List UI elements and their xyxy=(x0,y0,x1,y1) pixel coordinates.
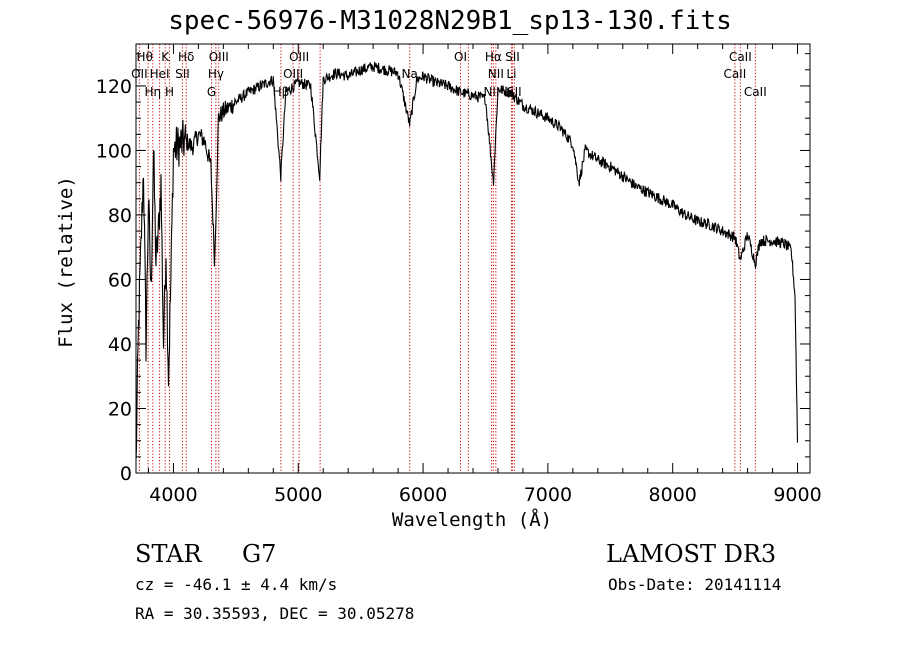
line-label: K xyxy=(161,50,170,64)
line-label: G xyxy=(207,85,216,99)
line-label: OIII xyxy=(209,50,229,64)
line-label: SII xyxy=(175,67,190,81)
line-label: Li xyxy=(506,67,516,81)
y-tick-label: 120 xyxy=(96,76,132,98)
line-label: OI xyxy=(454,50,467,64)
line-label: OIII xyxy=(283,67,303,81)
line-label: OIII xyxy=(289,50,309,64)
y-tick-label: 80 xyxy=(108,205,132,227)
line-label: Hα xyxy=(485,50,502,64)
x-tick-label: 8000 xyxy=(649,484,697,506)
line-label: HeI xyxy=(150,67,170,81)
line-label: CaII xyxy=(729,50,752,64)
line-label: NII xyxy=(483,85,499,99)
line-label: SII xyxy=(507,85,522,99)
observation-date: Obs-Date: 20141114 xyxy=(608,575,782,594)
line-label: Hβ xyxy=(273,85,290,99)
x-tick-label: 5000 xyxy=(274,484,322,506)
line-label: NII xyxy=(488,67,504,81)
coordinates: RA = 30.35593, DEC = 30.05278 xyxy=(135,604,415,623)
line-label: CaII xyxy=(723,67,746,81)
object-class: STAR xyxy=(135,540,202,568)
y-tick-label: 20 xyxy=(108,398,132,420)
x-tick-label: 9000 xyxy=(773,484,821,506)
x-tick-label: 7000 xyxy=(524,484,572,506)
x-tick-label: 4000 xyxy=(149,484,197,506)
y-tick-label: 100 xyxy=(96,140,132,162)
line-label: OII xyxy=(131,67,148,81)
x-axis-label: Wavelength (Å) xyxy=(391,509,553,531)
redshift-velocity: cz = -46.1 ± 4.4 km/s xyxy=(135,575,338,594)
y-tick-label: 40 xyxy=(108,334,132,356)
chart-title: spec-56976-M31028N29B1_sp13-130.fits xyxy=(168,6,732,36)
line-label: Hγ xyxy=(208,67,224,81)
spectrum-line xyxy=(135,61,799,460)
line-label: Hδ xyxy=(178,50,194,64)
y-axis-label: Flux (relative) xyxy=(55,176,77,348)
y-tick-label: 0 xyxy=(120,463,132,485)
line-label: CaII xyxy=(744,85,767,99)
y-tick-label: 60 xyxy=(108,269,132,291)
line-label: H xyxy=(165,85,174,99)
survey-name: LAMOST DR3 xyxy=(606,540,777,568)
x-tick-label: 6000 xyxy=(399,484,447,506)
object-subclass: G7 xyxy=(242,540,277,568)
line-label: Na xyxy=(402,67,418,81)
line-label: Hθ xyxy=(137,50,153,64)
line-label: Hη xyxy=(145,85,162,99)
line-label: SII xyxy=(505,50,520,64)
plot-frame xyxy=(135,43,811,474)
